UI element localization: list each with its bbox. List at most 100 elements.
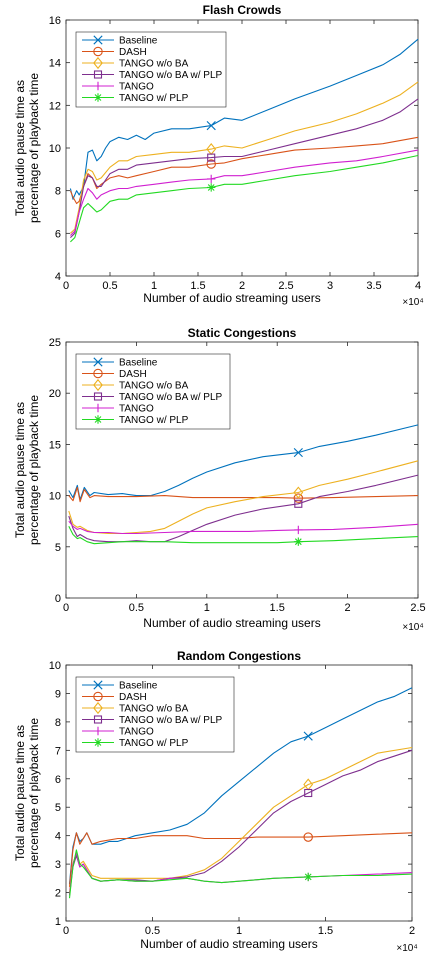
- x-tick-label: 2: [409, 925, 415, 937]
- y-tick-label: 10: [49, 491, 61, 503]
- legend-label: TANGO w/o BA w/ PLP: [119, 70, 223, 81]
- series-tango-w-o-ba-w-plp: [70, 98, 419, 238]
- series-line: [68, 460, 419, 535]
- series-marker: [206, 159, 216, 169]
- y-tick-label: 8: [55, 717, 61, 729]
- legend-entry: Baseline: [82, 35, 158, 47]
- series-marker: [294, 537, 303, 546]
- series-marker: [207, 183, 216, 192]
- legend-marker: [93, 93, 103, 102]
- x-tick-label: 0: [63, 602, 69, 614]
- legend-entry: DASH: [82, 691, 147, 703]
- x-tick-label: 2.5: [278, 280, 293, 292]
- legend-entry: Baseline: [82, 680, 158, 692]
- y-axis-label-line2: percentage of playback time: [27, 718, 41, 868]
- y-tick-label: 10: [49, 143, 61, 155]
- series-baseline: [69, 38, 419, 200]
- x-tick-label: 1.5: [190, 280, 205, 292]
- y-tick-label: 14: [49, 58, 61, 70]
- legend-label: TANGO w/o BA: [119, 381, 189, 392]
- x-axis-label: Number of audio streaming users: [143, 616, 320, 630]
- y-tick-label: 4: [55, 831, 61, 843]
- x-tick-label: 4: [415, 280, 421, 292]
- y-axis-label-line1: Total audio pause time as: [13, 725, 27, 861]
- legend-label: TANGO w/ PLP: [119, 93, 189, 104]
- legend-marker: [93, 70, 103, 79]
- x-tick-label: 2.5: [410, 602, 425, 614]
- legend-entry: Baseline: [82, 357, 158, 369]
- x-tick-label: 1: [204, 602, 210, 614]
- x-tick-label: 1.5: [270, 602, 285, 614]
- legend-marker: [93, 680, 103, 690]
- legend-label: DASH: [119, 692, 147, 703]
- series-marker: [303, 832, 313, 842]
- legend-label: DASH: [119, 47, 147, 58]
- y-tick-label: 7: [55, 745, 61, 757]
- y-axis-label-line2: percentage of playback time: [27, 395, 41, 545]
- y-tick-label: 1: [55, 916, 61, 928]
- legend: [75, 676, 235, 753]
- x-axis-label: Number of audio streaming users: [143, 291, 320, 305]
- legend-entry: TANGO: [82, 727, 154, 738]
- chart-title: Random Congestions: [177, 649, 301, 663]
- legend-marker: [93, 392, 103, 401]
- x-axis-multiplier: ×10⁴: [396, 943, 417, 954]
- legend-marker: [93, 368, 103, 379]
- legend-entry: TANGO w/o BA w/ PLP: [82, 715, 223, 726]
- series-line: [68, 520, 419, 535]
- x-tick-label: 0.5: [129, 602, 144, 614]
- y-tick-label: 25: [49, 337, 61, 349]
- y-tick-label: 6: [55, 774, 61, 786]
- legend-marker: [93, 701, 103, 715]
- chart-title: Static Congestions: [188, 326, 297, 340]
- series-marker: [304, 788, 313, 798]
- legend-label: TANGO w/o BA w/ PLP: [119, 392, 223, 403]
- legend-entry: TANGO: [82, 82, 154, 93]
- legend-entry: TANGO w/o BA: [82, 378, 189, 392]
- legend-entry: TANGO w/o BA w/ PLP: [82, 392, 223, 403]
- y-axis-label-line2: percentage of playback time: [27, 73, 41, 223]
- x-tick-label: 3.5: [366, 280, 381, 292]
- series-marker: [304, 872, 313, 882]
- series-line: [68, 849, 413, 899]
- series-dash: [68, 486, 419, 503]
- legend-marker: [93, 403, 103, 413]
- y-tick-label: 5: [55, 542, 61, 554]
- series-line: [68, 424, 419, 501]
- x-tick-label: 3: [327, 280, 333, 292]
- series-tango: [70, 149, 419, 236]
- series-line: [70, 149, 419, 236]
- series-line: [68, 486, 419, 503]
- legend: [75, 353, 231, 430]
- legend-entry: TANGO w/o BA: [82, 701, 189, 715]
- series-tango-w-plp: [70, 154, 419, 243]
- legend-label: TANGO w/o BA: [119, 704, 189, 715]
- legend-label: Baseline: [119, 358, 158, 369]
- series-line: [68, 832, 413, 887]
- legend-entry: TANGO w/ PLP: [82, 738, 189, 749]
- y-tick-label: 16: [49, 15, 61, 27]
- x-tick-label: 0: [63, 925, 69, 937]
- series-marker: [293, 486, 304, 499]
- legend-label: Baseline: [119, 36, 158, 47]
- legend-marker: [93, 46, 103, 57]
- legend-label: TANGO: [119, 82, 154, 93]
- y-tick-label: 8: [55, 186, 61, 198]
- legend-entry: TANGO: [82, 404, 154, 415]
- y-tick-label: 15: [49, 439, 61, 451]
- legend-marker: [93, 691, 103, 702]
- legend-entry: TANGO w/o BA: [82, 56, 189, 70]
- series-line: [68, 746, 413, 893]
- series-line: [70, 154, 419, 243]
- x-axis-multiplier: ×10⁴: [402, 297, 423, 308]
- legend-label: TANGO w/ PLP: [119, 415, 189, 426]
- series-marker: [293, 493, 304, 503]
- legend-label: DASH: [119, 369, 147, 380]
- y-tick-label: 0: [55, 593, 61, 605]
- series-line: [70, 81, 419, 234]
- y-axis-label-line1: Total audio pause time as: [13, 80, 27, 216]
- series-dash: [68, 832, 413, 887]
- legend-entry: TANGO w/ PLP: [82, 415, 189, 426]
- x-tick-label: 1: [236, 925, 242, 937]
